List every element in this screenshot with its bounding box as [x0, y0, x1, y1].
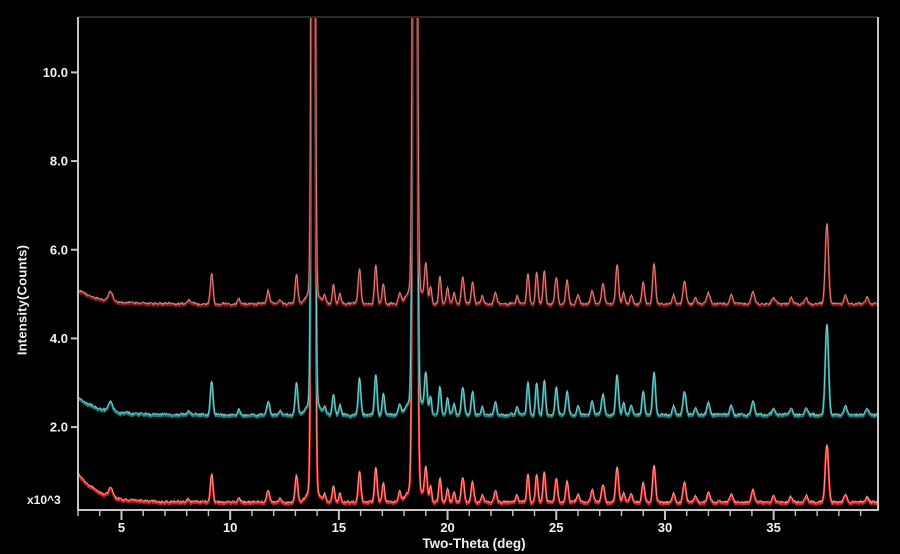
x-tick-label: 25: [549, 520, 563, 535]
x-tick-label: 30: [658, 520, 672, 535]
x-axis-title: Two-Theta (deg): [422, 536, 526, 551]
x-tick-label: 20: [440, 520, 454, 535]
y-tick-label: 8.0: [50, 154, 68, 169]
x-tick-label: 15: [332, 520, 346, 535]
x-tick-label: 10: [223, 520, 237, 535]
y-tick-label: 10.0: [43, 65, 68, 80]
y-scale-multiplier-label: x10^3: [27, 493, 61, 507]
series-pattern-bottom-red-line: [78, 17, 878, 507]
y-axis-title: Intensity(Counts): [14, 244, 30, 356]
x-axis-ticks: 5 10 15 20 25 30 35: [77, 511, 862, 535]
y-tick-label: 6.0: [50, 242, 68, 257]
y-tick-label: 4.0: [50, 331, 68, 346]
y-tick-label: 2.0: [50, 420, 68, 435]
series-pattern-middle-teal-line: [78, 17, 878, 420]
y-axis-ticks: 2.0 4.0 6.0 8.0 10.0: [43, 65, 77, 435]
series-pattern-top-dark-red-line: [78, 17, 878, 309]
plot-frame: [77, 16, 879, 511]
x-tick-label: 5: [118, 520, 125, 535]
x-tick-label: 35: [766, 520, 780, 535]
